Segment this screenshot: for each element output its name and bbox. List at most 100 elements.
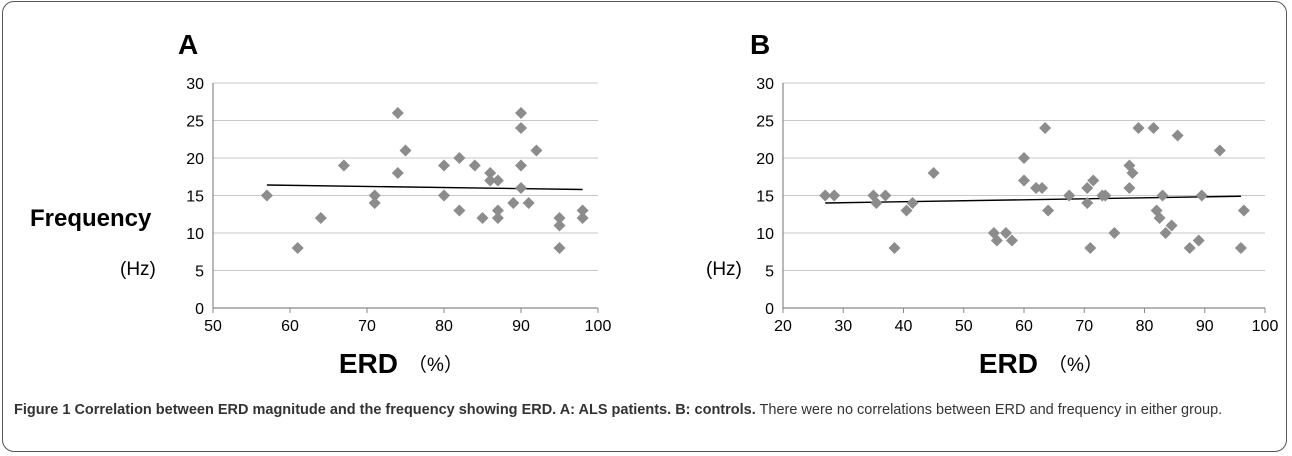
data-point <box>438 159 450 172</box>
caption-title: Correlation between ERD magnitude and th… <box>74 402 668 418</box>
data-point <box>900 204 913 217</box>
caption-title-2: B: controls. <box>675 402 756 418</box>
panel-a: 0 5 10 15 20 25 30 50 60 70 80 90 100 A Frequency (Hz) E… <box>30 29 611 379</box>
y-tick-label: 5 <box>195 264 204 281</box>
data-point <box>530 144 543 157</box>
x-tick-label: 90 <box>1196 318 1214 335</box>
data-point <box>553 242 566 254</box>
data-point <box>927 167 940 179</box>
y-tick-label: 20 <box>756 151 774 168</box>
x-tick-label: 80 <box>435 318 453 335</box>
data-point <box>1159 227 1172 239</box>
data-point <box>484 174 497 187</box>
data-point <box>391 107 404 119</box>
data-point <box>368 197 381 209</box>
data-point <box>1237 204 1250 217</box>
data-point <box>484 167 497 179</box>
data-point <box>1036 182 1049 194</box>
x-axis-label: ERD <box>979 348 1038 379</box>
x-tick-label: 50 <box>204 318 222 335</box>
data-point <box>1234 242 1247 254</box>
x-axis-unit: （%） <box>408 354 463 376</box>
data-point <box>507 197 520 209</box>
data-point <box>515 182 527 194</box>
data-point <box>1123 182 1136 194</box>
data-point <box>337 159 350 172</box>
data-point <box>906 197 919 209</box>
data-point <box>553 219 566 232</box>
data-point <box>1081 197 1094 209</box>
x-tick-label: 50 <box>955 318 973 335</box>
data-point <box>491 174 504 187</box>
data-point <box>1183 242 1196 254</box>
y-tick-label: 0 <box>195 301 204 318</box>
data-point <box>888 242 901 254</box>
data-point <box>522 197 535 209</box>
panel-label: A <box>178 29 198 60</box>
trend-line <box>266 184 583 191</box>
data-point <box>553 212 566 224</box>
data-point <box>1042 204 1055 217</box>
panel-b: 0 5 10 15 20 25 30 20 30 40 50 60 70 80 90 100 B (Hz) ERD （… <box>706 29 1278 379</box>
data-point <box>819 189 832 202</box>
data-point <box>1018 152 1030 164</box>
figure-caption: Figure 1 Correlation between ERD magnitu… <box>14 400 1279 421</box>
data-point <box>990 234 1003 247</box>
data-point <box>576 212 589 224</box>
x-tick-label: 60 <box>1015 318 1033 335</box>
x-tick-label: 80 <box>1136 318 1154 335</box>
data-point <box>468 159 481 172</box>
y-axis-unit: (Hz) <box>120 259 156 280</box>
data-point <box>1195 189 1208 202</box>
data-point <box>453 204 466 217</box>
y-tick-label: 5 <box>765 264 774 281</box>
x-tick-label: 70 <box>358 318 376 335</box>
data-point <box>491 204 504 217</box>
y-tick-label: 30 <box>756 76 774 93</box>
data-point <box>476 212 489 224</box>
data-point <box>1030 182 1043 194</box>
y-tick-label: 15 <box>186 189 204 206</box>
data-point <box>399 144 412 157</box>
x-tick-label: 100 <box>585 318 612 335</box>
data-point <box>999 227 1012 239</box>
data-point <box>438 189 450 202</box>
data-point <box>1081 182 1094 194</box>
data-point <box>1153 212 1166 224</box>
caption-separator: . <box>667 402 676 418</box>
x-axis-unit: （%） <box>1048 354 1103 376</box>
data-point <box>1087 174 1100 187</box>
data-point <box>1147 122 1160 134</box>
x-tick-label: 20 <box>774 318 792 335</box>
y-tick-label: 20 <box>186 151 204 168</box>
y-axis-label: Frequency <box>30 205 152 232</box>
caption-body: There were no correlations between ERD a… <box>755 402 1223 418</box>
data-point <box>1005 234 1018 247</box>
y-axis-unit: (Hz) <box>706 259 742 280</box>
y-tick-label: 30 <box>186 76 204 93</box>
y-tick-label: 10 <box>186 226 204 243</box>
x-tick-label: 30 <box>834 318 852 335</box>
data-point <box>1156 189 1169 202</box>
data-point <box>1132 122 1145 134</box>
y-tick-label: 25 <box>186 114 204 131</box>
y-tick-label: 0 <box>765 301 774 318</box>
x-axis-label: ERD <box>339 348 398 379</box>
data-point <box>1039 122 1052 134</box>
data-point <box>1084 242 1097 254</box>
data-point <box>1213 144 1226 157</box>
data-point <box>1099 189 1112 202</box>
panel-label: B <box>750 29 770 60</box>
x-tick-label: 40 <box>895 318 913 335</box>
data-point <box>870 197 883 209</box>
x-tick-label: 90 <box>512 318 530 335</box>
data-point <box>314 212 327 224</box>
data-point <box>879 189 892 202</box>
data-point <box>368 189 381 202</box>
data-point <box>260 189 273 202</box>
y-tick-label: 15 <box>756 189 774 206</box>
data-point <box>391 167 404 179</box>
data-point <box>515 122 527 134</box>
